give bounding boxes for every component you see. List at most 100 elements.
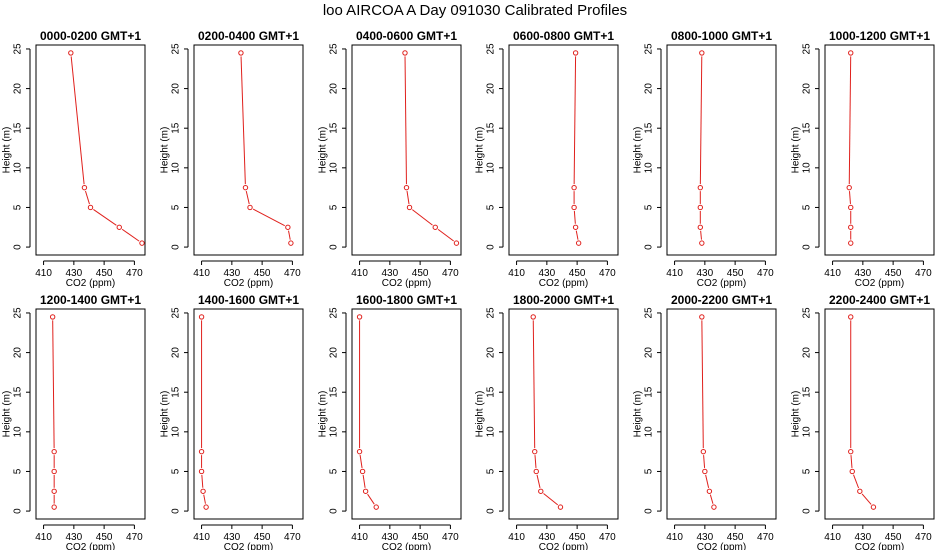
x-tick-label: 410 (351, 532, 368, 543)
series-segment (848, 56, 852, 185)
data-point (198, 314, 205, 320)
data-point (200, 488, 206, 494)
x-tick-label: 450 (412, 532, 429, 543)
data-point (711, 504, 717, 510)
data-point (362, 488, 369, 494)
y-tick-label: 0 (171, 244, 182, 250)
x-axis-label: CO2 (ppm) (382, 542, 431, 550)
x-tick-label: 430 (66, 532, 83, 543)
x-axis-label: CO2 (ppm) (855, 278, 904, 289)
y-tick-label: 25 (802, 43, 813, 55)
x-tick-label: 410 (824, 268, 841, 279)
data-point (51, 504, 57, 510)
y-tick-label: 20 (644, 83, 655, 95)
data-point (403, 184, 410, 191)
series-segment (573, 210, 576, 224)
x-tick-label: 450 (569, 268, 586, 279)
y-tick-label: 15 (13, 122, 24, 134)
data-point (557, 504, 564, 510)
x-axis-label: CO2 (ppm) (539, 542, 588, 550)
y-tick-label: 5 (171, 204, 182, 210)
panel-4: 0800-1000 GMT+1 410 430 450 470 CO2 (ppm) 0 5 10… (633, 29, 777, 289)
panel-title: 1400-1600 GMT+1 (198, 293, 299, 307)
series-segment (245, 190, 250, 205)
x-tick-label: 470 (757, 532, 774, 543)
data-point (572, 224, 579, 230)
y-tick-label: 0 (802, 244, 813, 250)
x-tick-label: 410 (351, 268, 368, 279)
data-point (848, 448, 854, 455)
panel-0: 0000-0200 GMT+1 410 430 450 470 CO2 (ppm) 0 5 10… (2, 29, 146, 289)
y-tick-label: 10 (802, 426, 813, 438)
x-tick-label: 430 (66, 268, 83, 279)
data-point (699, 314, 705, 320)
y-tick-label: 10 (329, 162, 340, 174)
y-tick-label: 5 (13, 204, 24, 210)
data-point (532, 448, 538, 455)
series-segment (534, 455, 537, 469)
panel-6: 1200-1400 GMT+1 410 430 450 470 CO2 (ppm) 0 5 10… (2, 293, 146, 550)
x-tick-label: 430 (697, 268, 714, 279)
y-axis-label: Height (m) (160, 391, 171, 438)
series-segment (699, 56, 703, 185)
series-segment (700, 230, 702, 240)
data-point (697, 224, 704, 230)
data-point (849, 468, 855, 475)
y-tick-label: 10 (802, 162, 813, 174)
y-tick-label: 10 (486, 426, 497, 438)
y-axis-label: Height (m) (633, 127, 644, 174)
y-axis-label: Height (m) (791, 127, 802, 174)
series-segment (359, 455, 363, 469)
data-point (242, 184, 249, 191)
plot-frame (35, 308, 146, 520)
x-axis-label: CO2 (ppm) (697, 278, 746, 289)
plot-frame (35, 44, 146, 256)
x-tick-label: 450 (727, 268, 744, 279)
y-tick-label: 5 (486, 204, 497, 210)
series-segment (848, 191, 851, 205)
plot-frame (193, 44, 304, 256)
y-tick-label: 25 (171, 307, 182, 319)
panel-5: 1000-1200 GMT+1 410 430 450 470 CO2 (ppm) 0 5 10… (791, 29, 935, 289)
series-segment (536, 474, 541, 488)
panel-title: 0000-0200 GMT+1 (40, 29, 141, 43)
x-tick-label: 470 (599, 268, 616, 279)
panel-1: 0200-0400 GMT+1 410 430 450 470 CO2 (ppm) 0 5 10… (160, 29, 304, 289)
x-tick-label: 410 (193, 268, 210, 279)
panel-9: 1800-2000 GMT+1 410 430 450 470 CO2 (ppm) 0 5 10… (475, 293, 619, 550)
y-tick-label: 25 (13, 307, 24, 319)
y-axis-label: Height (m) (791, 391, 802, 438)
y-tick-label: 25 (329, 43, 340, 55)
data-point (538, 488, 544, 494)
y-tick-label: 25 (486, 307, 497, 319)
x-tick-label: 470 (757, 268, 774, 279)
data-point (870, 504, 877, 510)
y-axis-label: Height (m) (2, 391, 13, 438)
y-tick-label: 10 (13, 426, 24, 438)
x-tick-label: 410 (666, 268, 683, 279)
data-point (198, 468, 205, 475)
plot-frame (508, 44, 619, 256)
y-tick-label: 20 (13, 83, 24, 95)
y-tick-label: 5 (644, 468, 655, 474)
y-tick-label: 25 (644, 307, 655, 319)
y-tick-label: 0 (329, 244, 340, 250)
series-segment (70, 56, 85, 185)
y-tick-label: 20 (802, 83, 813, 95)
x-axis-label: CO2 (ppm) (224, 278, 273, 289)
series-segment (84, 190, 90, 205)
x-tick-label: 430 (855, 532, 872, 543)
data-point (139, 240, 145, 246)
y-tick-label: 0 (13, 508, 24, 514)
series-segment (850, 455, 853, 469)
data-point (571, 204, 577, 211)
panel-10: 2000-2200 GMT+1 410 430 450 470 CO2 (ppm) 0 5 10… (633, 293, 777, 550)
panel-title: 1600-1800 GMT+1 (356, 293, 457, 307)
data-point (848, 314, 854, 320)
x-tick-label: 410 (666, 532, 683, 543)
x-tick-label: 430 (539, 532, 556, 543)
x-tick-label: 450 (885, 268, 902, 279)
data-point (247, 204, 253, 211)
x-tick-label: 410 (35, 268, 52, 279)
y-axis-label: Height (m) (2, 127, 13, 174)
